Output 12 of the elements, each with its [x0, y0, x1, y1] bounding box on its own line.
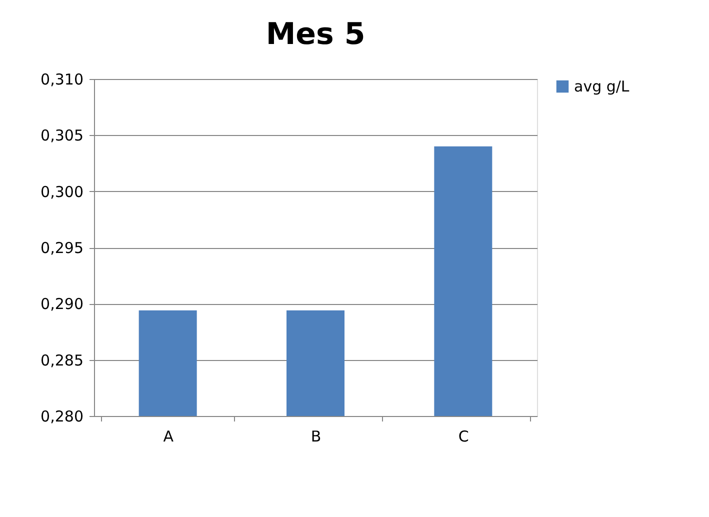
x-tick-label: C	[458, 428, 469, 446]
y-tick-label: 0,290	[40, 295, 84, 314]
y-tick-label: 0,285	[40, 351, 84, 370]
y-tick-label: 0,310	[40, 70, 84, 88]
y-tick-label: 0,300	[40, 182, 84, 201]
chart-title: Mes 5	[266, 17, 366, 52]
y-tick-label: 0,280	[40, 408, 84, 426]
y-tick-label: 0,305	[40, 126, 84, 145]
x-tick-label: B	[310, 428, 322, 446]
legend-label: avg g/L	[574, 78, 630, 96]
x-tick-label: A	[163, 428, 174, 446]
y-tick-label: 0,295	[40, 239, 84, 257]
